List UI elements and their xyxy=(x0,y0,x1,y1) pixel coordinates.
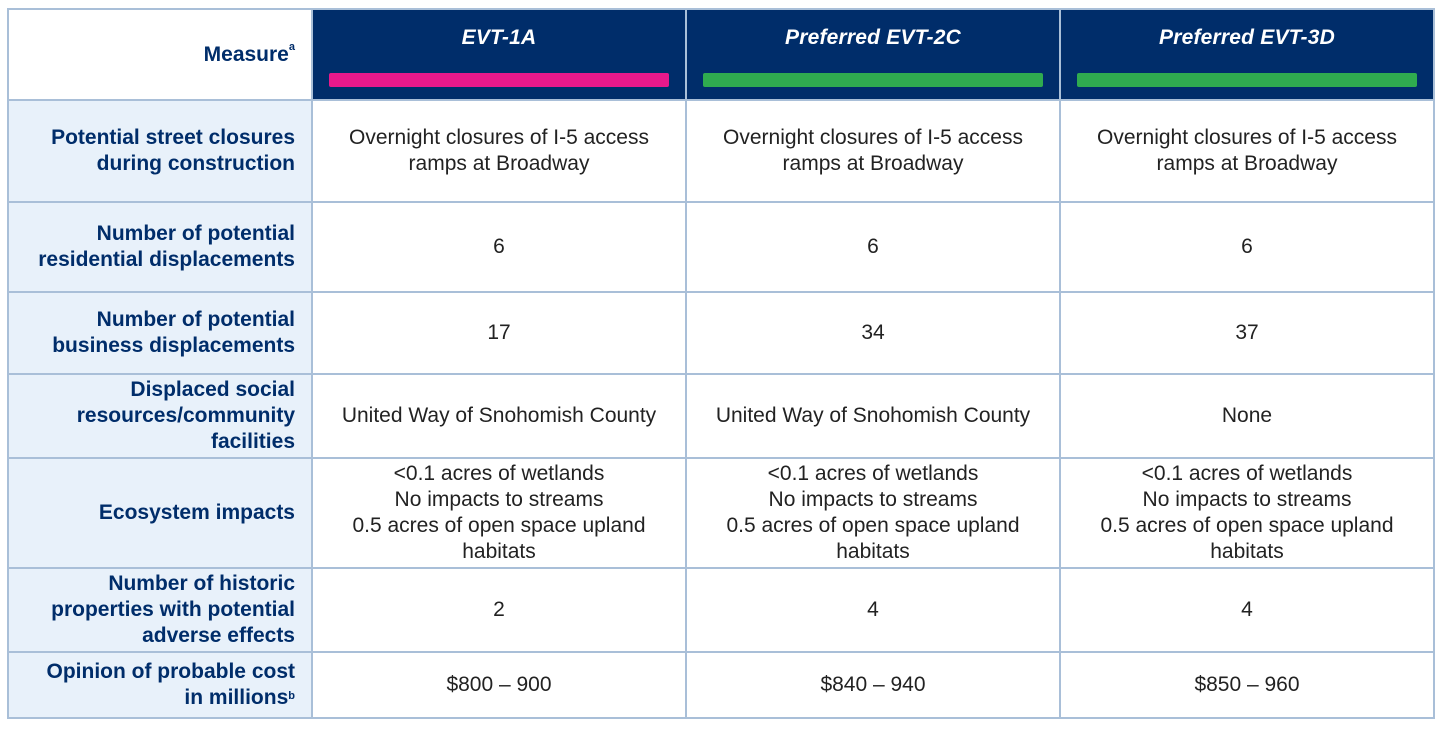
table-row: Ecosystem impacts <0.1 acres of wetlands N… xyxy=(7,457,1435,569)
column-title: Preferred EVT-3D xyxy=(1159,26,1335,49)
value-cell: $840 – 940 xyxy=(685,651,1061,719)
row-label: Number of potential residential displacem… xyxy=(7,201,313,293)
value-line: habitats xyxy=(462,540,536,563)
value-cell: Overnight closures of I-5 access ramps at… xyxy=(311,99,687,203)
value-line: 6 xyxy=(493,235,505,258)
value-line: 4 xyxy=(1241,598,1253,621)
cost-footnote-marker: b xyxy=(288,690,295,702)
row-label: Ecosystem impacts xyxy=(7,457,313,569)
value-line: 0.5 acres of open space upland xyxy=(1100,514,1394,537)
column-header-evt-2c: Preferred EVT-2C xyxy=(685,8,1061,101)
value-cell: None xyxy=(1059,373,1435,459)
value-cell: United Way of Snohomish County xyxy=(311,373,687,459)
row-label-line: residential displacements xyxy=(38,248,295,271)
row-label-text: in millions xyxy=(184,686,289,709)
table-row: Opinion of probable cost in millionsb $800… xyxy=(7,651,1435,719)
value-cell: <0.1 acres of wetlands No impacts to stre… xyxy=(1059,457,1435,569)
value-cell: United Way of Snohomish County xyxy=(685,373,1061,459)
value-line: ramps at Broadway xyxy=(1156,152,1338,175)
row-label-line: business displacements xyxy=(52,334,295,357)
value-cell: <0.1 acres of wetlands No impacts to stre… xyxy=(311,457,687,569)
row-label: Opinion of probable cost in millionsb xyxy=(7,651,313,719)
value-line: $840 – 940 xyxy=(820,673,926,696)
value-line: habitats xyxy=(1210,540,1284,563)
value-line: 2 xyxy=(493,598,505,621)
row-label-line: Potential street closures xyxy=(51,126,295,149)
comparison-table: Measurea EVT-1A Preferred EVT-2C Preferr… xyxy=(7,8,1435,719)
row-label: Number of potential business displacement… xyxy=(7,291,313,375)
value-line: 0.5 acres of open space upland xyxy=(726,514,1020,537)
table-row: Number of potential business displacement… xyxy=(7,291,1435,375)
row-label-line: Opinion of probable cost xyxy=(46,660,296,683)
value-cell: Overnight closures of I-5 access ramps at… xyxy=(685,99,1061,203)
value-cell: 2 xyxy=(311,567,687,653)
row-label-line: facilities xyxy=(210,430,295,453)
value-line: <0.1 acres of wetlands xyxy=(1141,462,1353,485)
value-line: Overnight closures of I-5 access xyxy=(723,126,1023,149)
column-header-evt-3d: Preferred EVT-3D xyxy=(1059,8,1435,101)
header-row: Measurea EVT-1A Preferred EVT-2C Preferr… xyxy=(7,8,1435,101)
value-line: No impacts to streams xyxy=(394,488,604,511)
value-line: <0.1 acres of wetlands xyxy=(767,462,979,485)
row-label-line: Ecosystem impacts xyxy=(98,501,295,524)
column-title: EVT-1A xyxy=(461,26,537,49)
value-cell: 34 xyxy=(685,291,1061,375)
value-line: <0.1 acres of wetlands xyxy=(393,462,605,485)
value-line: 0.5 acres of open space upland xyxy=(352,514,646,537)
value-line: No impacts to streams xyxy=(768,488,978,511)
value-cell: $850 – 960 xyxy=(1059,651,1435,719)
row-label: Displaced social resources/community facil… xyxy=(7,373,313,459)
row-label-line: during construction xyxy=(96,152,295,175)
value-cell: 6 xyxy=(311,201,687,293)
value-line: United Way of Snohomish County xyxy=(715,404,1031,427)
value-cell: 4 xyxy=(1059,567,1435,653)
row-label-line: in millionsb xyxy=(9,685,295,711)
value-line: ramps at Broadway xyxy=(782,152,964,175)
value-line: 6 xyxy=(1241,235,1253,258)
measure-header-label: Measure xyxy=(203,42,289,66)
value-line: Overnight closures of I-5 access xyxy=(349,126,649,149)
table-row: Number of historic properties with potent… xyxy=(7,567,1435,653)
row-label: Potential street closures during construc… xyxy=(7,99,313,203)
value-line: $850 – 960 xyxy=(1194,673,1300,696)
row-label-line: Number of potential xyxy=(96,222,295,245)
color-bar-magenta xyxy=(329,73,669,87)
color-bar-green xyxy=(703,73,1043,87)
table-row: Displaced social resources/community facil… xyxy=(7,373,1435,459)
value-line: 37 xyxy=(1235,321,1259,344)
row-label-line: properties with potential xyxy=(51,598,295,621)
value-cell: 4 xyxy=(685,567,1061,653)
value-line: Overnight closures of I-5 access xyxy=(1097,126,1397,149)
table-row: Number of potential residential displacem… xyxy=(7,201,1435,293)
value-cell: 6 xyxy=(1059,201,1435,293)
row-label-line: Number of historic xyxy=(108,572,295,595)
table-row: Potential street closures during construc… xyxy=(7,99,1435,203)
value-cell: Overnight closures of I-5 access ramps at… xyxy=(1059,99,1435,203)
measure-footnote-marker: a xyxy=(288,40,295,53)
measure-header: Measurea xyxy=(7,8,313,101)
value-line: 17 xyxy=(487,321,511,344)
value-line: habitats xyxy=(836,540,910,563)
value-cell: 37 xyxy=(1059,291,1435,375)
value-cell: 17 xyxy=(311,291,687,375)
value-line: None xyxy=(1221,404,1273,427)
value-line: 4 xyxy=(867,598,879,621)
color-bar-green xyxy=(1077,73,1417,87)
value-cell: 6 xyxy=(685,201,1061,293)
value-line: United Way of Snohomish County xyxy=(341,404,657,427)
row-label: Number of historic properties with potent… xyxy=(7,567,313,653)
value-line: $800 – 900 xyxy=(446,673,552,696)
column-title: Preferred EVT-2C xyxy=(785,26,961,49)
row-label-line: Number of potential xyxy=(96,308,295,331)
row-label-line: resources/community xyxy=(76,404,295,427)
column-header-evt-1a: EVT-1A xyxy=(311,8,687,101)
value-cell: $800 – 900 xyxy=(311,651,687,719)
value-cell: <0.1 acres of wetlands No impacts to stre… xyxy=(685,457,1061,569)
row-label-line: Displaced social xyxy=(130,378,295,401)
row-label-line: adverse effects xyxy=(142,624,295,647)
value-line: 6 xyxy=(867,235,879,258)
value-line: 34 xyxy=(861,321,885,344)
value-line: ramps at Broadway xyxy=(408,152,590,175)
value-line: No impacts to streams xyxy=(1142,488,1352,511)
